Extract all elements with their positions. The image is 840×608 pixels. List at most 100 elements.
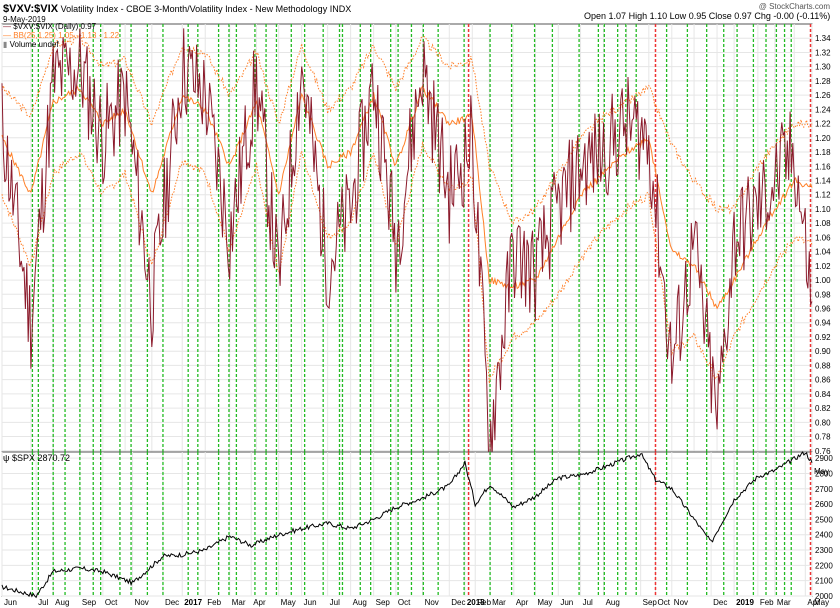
close-label: Close [708, 11, 732, 21]
x-tick-label: May [814, 598, 829, 607]
x-tick-label: Jul [38, 598, 48, 607]
y-tick-label: 1.22 [815, 120, 831, 129]
x-tick-label: Mar [777, 598, 791, 607]
x-tick-label: May [281, 598, 296, 607]
symbol-label: $VXV:$VIX [3, 3, 59, 15]
y-tick-label: 1.34 [815, 34, 831, 43]
x-tick-label: Apr [253, 598, 266, 607]
y-tick-label: 1.14 [815, 176, 831, 185]
y-tick-label: 2700 [815, 485, 833, 494]
spx-series-line [1, 450, 813, 599]
bb-upper-line [1, 33, 813, 225]
x-tick-label: Sep [376, 598, 391, 607]
y-tick-label: 1.02 [815, 262, 831, 271]
x-tick-label: Apr [807, 598, 820, 607]
x-tick-label: Oct [105, 598, 118, 607]
low-label: Low [669, 11, 687, 21]
close-value: 0.97 [734, 11, 752, 21]
y-tick-label: 1.06 [815, 233, 831, 242]
y-tick-label: 0.82 [815, 404, 831, 413]
legend-spx-text: $SPX 2870.72 [11, 453, 70, 463]
upper-legend: — $VXV:$VIX (Daily) 0.97 — BB(25,1.25) 1… [3, 22, 119, 49]
y-tick-label: 2500 [815, 515, 833, 524]
y-tick-label: 1.16 [815, 162, 831, 171]
y-tick-label: 1.32 [815, 48, 831, 57]
legend-item-volume: ▮ Volume undef [3, 40, 59, 49]
upper-price-panel: 1.34 1.32 1.30 1.28 1.26 1.24 1.22 1.20 1.18 1.16… [1, 23, 831, 487]
y-tick-label: 0.94 [815, 319, 831, 328]
x-tick-label: 2018 [467, 598, 485, 607]
x-tick-label: Mar [232, 598, 246, 607]
y-tick-label: 1.08 [815, 219, 831, 228]
x-tick-label: Jul [583, 598, 593, 607]
x-tick-label: Sep [82, 598, 97, 607]
y-tick-label: 2000 [815, 592, 833, 601]
x-tick-label: Jul [330, 598, 340, 607]
y-tick-label: 0.90 [815, 347, 831, 356]
open-label: Open [584, 11, 607, 21]
high-value: 1.10 [649, 11, 668, 21]
x-tick-label: Nov [135, 598, 149, 607]
x-tick-label: Dec [713, 598, 727, 607]
x-tick-label: Feb [760, 598, 774, 607]
spx-icon: ψ [3, 453, 10, 463]
x-tick-label: Feb [477, 598, 491, 607]
y-tick-label: 0.84 [815, 390, 831, 399]
y-tick-label: 0.86 [815, 376, 831, 385]
bb-lower-line [1, 141, 813, 384]
x-tick-label: Feb [207, 598, 221, 607]
x-tick-label: Nov [425, 598, 439, 607]
y-tick-label: 0.88 [815, 361, 831, 370]
x-tick-label: 2017 [184, 598, 202, 607]
legend-bb-text: BB(25,1.25) 1.05 - 1.13 - 1.22 [13, 31, 120, 40]
y-tick-label: 1.30 [815, 63, 831, 72]
y-tick-label: 0.98 [815, 290, 831, 299]
y-tick-label: 2100 [815, 577, 833, 586]
lower-legend: ψ $SPX 2870.72 [3, 454, 70, 463]
x-tick-label: Dec [451, 598, 465, 607]
legend-item-bb: — BB(25,1.25) 1.05 - 1.13 - 1.22 [3, 31, 120, 40]
lower-x-axis: Jun Jul Aug Sep Oct Nov Dec 2017 Feb Mar Apr May Jun… [4, 598, 829, 607]
y-tick-label: 1.18 [815, 148, 831, 157]
x-tick-label: May [814, 467, 829, 476]
x-tick-label: Mar [492, 598, 506, 607]
y-tick-label: 2200 [815, 561, 833, 570]
x-tick-label: Jun [560, 598, 573, 607]
legend-ratio-text: $VXV:$VIX (Daily) 0.97 [13, 22, 97, 31]
open-value: 1.07 [608, 11, 627, 21]
legend-item-ratio: — $VXV:$VIX (Daily) 0.97 [3, 22, 97, 31]
x-tick-label: May [537, 598, 552, 607]
chart-title-block: $VXV:$VIX Volatility Index - CBOE 3-Mont… [3, 3, 352, 15]
y-tick-label: 2400 [815, 531, 833, 540]
date-label: 9-May-2019 [3, 15, 46, 24]
y-tick-label: 2300 [815, 546, 833, 555]
watermark: @ StockCharts.com [758, 2, 830, 11]
y-tick-label: 1.24 [815, 105, 831, 114]
ratio-series-line [1, 28, 813, 487]
x-tick-label: Oct [398, 598, 411, 607]
y-tick-label: 2900 [815, 454, 833, 463]
y-tick-label: 1.10 [815, 205, 831, 214]
high-label: High [628, 11, 648, 21]
y-tick-label: 2600 [815, 500, 833, 509]
y-tick-label: 0.76 [815, 447, 831, 456]
legend-volume-text: Volume undef [9, 40, 59, 49]
x-tick-label: Jun [4, 598, 17, 607]
plot-frame [1, 451, 813, 597]
x-tick-label: Aug [55, 598, 69, 607]
y-tick-label: 0.78 [815, 433, 831, 442]
y-tick-label: 0.92 [815, 333, 831, 342]
ohlc-readout: Open 1.07 High 1.10 Low 0.95 Close 0.97 … [584, 11, 830, 21]
y-tick-label: 0.80 [815, 418, 831, 427]
x-tick-label: 2019 [736, 598, 754, 607]
exchange-label: INDX [329, 4, 352, 14]
x-tick-label: Jun [304, 598, 317, 607]
chg-label: Chg [754, 11, 771, 21]
y-tick-label: 1.26 [815, 91, 831, 100]
chg-value: -0.00 (-0.11%) [773, 11, 831, 21]
bb-middle-line [1, 84, 813, 310]
y-tick-label: 1.28 [815, 77, 831, 86]
low-value: 0.95 [688, 11, 707, 21]
x-tick-label: Dec [165, 598, 179, 607]
